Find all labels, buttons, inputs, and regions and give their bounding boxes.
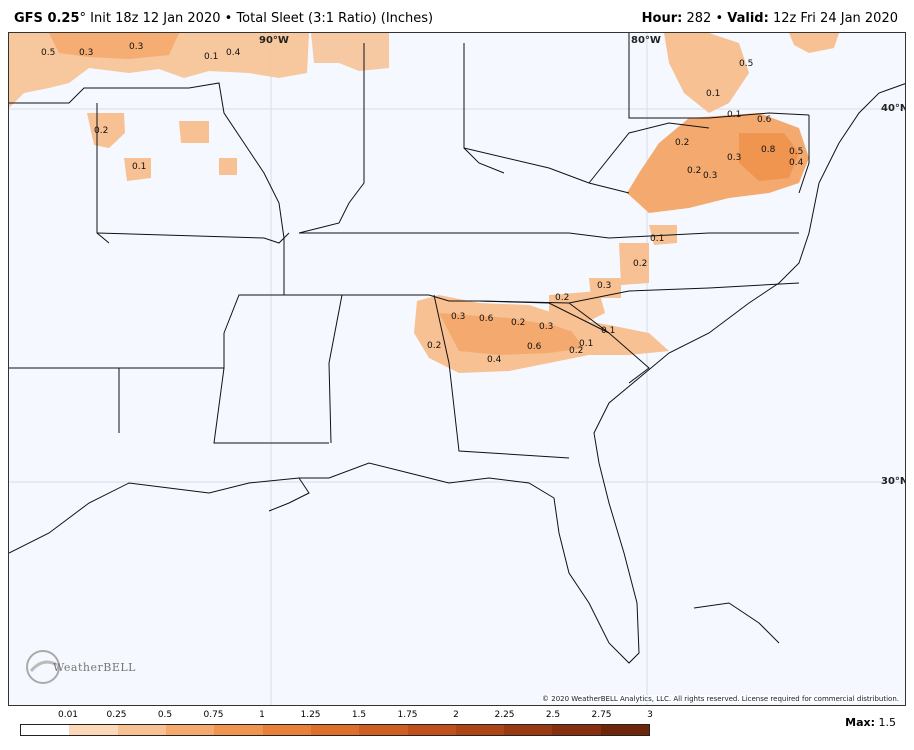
forecast-hour: 282 <box>686 11 712 26</box>
sleet-value-label: 0.3 <box>597 281 611 291</box>
product-name: Total Sleet (3:1 Ratio) (Inches) <box>236 11 434 26</box>
legend-tick: 1 <box>259 710 265 720</box>
header-valid: Hour: 282 • Valid: 12z Fri 24 Jan 2020 <box>641 11 898 26</box>
sleet-value-label: 0.3 <box>703 171 717 181</box>
header-title: GFS 0.25° Init 18z 12 Jan 2020 • Total S… <box>14 11 434 26</box>
sleet-value-label: 0.5 <box>739 59 753 69</box>
sleet-value-label: 0.2 <box>94 126 108 136</box>
legend-swatch <box>407 725 456 735</box>
legend-swatch <box>504 725 553 735</box>
legend-swatch <box>214 725 263 735</box>
sleet-value-label: 0.1 <box>601 326 615 336</box>
sleet-value-label: 0.5 <box>41 48 55 58</box>
legend-swatch <box>455 725 505 735</box>
sleet-value-label: 0.2 <box>427 341 441 351</box>
sleet-value-label: 0.2 <box>511 318 525 328</box>
sleet-value-label: 0.2 <box>687 166 701 176</box>
legend-swatch <box>262 725 311 735</box>
sleet-value-label: 0.1 <box>132 162 146 172</box>
legend-tick: 0.75 <box>203 710 224 720</box>
sleet-value-label: 0.3 <box>129 42 143 52</box>
header: GFS 0.25° Init 18z 12 Jan 2020 • Total S… <box>0 0 914 32</box>
legend-swatch <box>117 725 166 735</box>
sleet-value-label: 0.4 <box>789 158 804 168</box>
lat-label: 40°N <box>881 103 906 114</box>
legend-swatch <box>552 725 601 735</box>
max-value: Max: 1.5 <box>845 716 896 729</box>
sleet-value-label: 0.6 <box>757 115 772 125</box>
init-time: Init 18z 12 Jan 2020 <box>90 11 221 26</box>
legend-colorbar <box>20 724 650 736</box>
legend-tick: 0.5 <box>157 710 173 720</box>
legend-ticks: 0.01 0.25 0.5 0.75 1 1.25 1.5 1.75 2 2.25 2.5 2.75 3 <box>20 710 653 722</box>
logo-icon <box>26 650 60 684</box>
sleet-value-label: 0.1 <box>650 234 664 244</box>
sleet-value-label: 0.4 <box>226 48 241 58</box>
sleet-value-label: 0.2 <box>675 138 689 148</box>
sleet-value-label: 0.5 <box>789 147 803 157</box>
legend-swatch <box>69 725 118 735</box>
legend-tick: 1.5 <box>351 710 367 720</box>
sleet-value-label: 0.4 <box>487 355 502 365</box>
sleet-value-label: 0.1 <box>706 89 720 99</box>
sleet-value-label: 0.1 <box>204 52 218 62</box>
lon-label: 90°W <box>259 35 289 46</box>
legend-swatch <box>310 725 360 735</box>
sleet-value-label: 0.1 <box>727 110 741 120</box>
sleet-value-label: 0.6 <box>527 342 542 352</box>
sleet-value-label: 0.3 <box>79 48 93 58</box>
legend-swatch <box>359 725 408 735</box>
lat-label: 30°N <box>881 476 906 487</box>
sleet-value-label: 0.3 <box>451 312 465 322</box>
valid-time: 12z Fri 24 Jan 2020 <box>772 11 898 26</box>
legend-tick: 2.75 <box>591 710 612 720</box>
sleet-value-label: 0.2 <box>555 293 569 303</box>
legend-swatch <box>21 725 70 735</box>
value-labels: 0.5 0.30.30.1 0.40.20.10.50.10.1 0.60.20.30… <box>41 42 804 365</box>
weatherbell-logo: WeatherBELL <box>23 647 135 687</box>
lon-label: 80°W <box>631 35 661 46</box>
legend-tick: 0.01 <box>57 710 79 720</box>
legend-swatch <box>165 725 215 735</box>
sleet-value-label: 0.1 <box>579 339 593 349</box>
legend-tick: 3 <box>647 710 653 720</box>
legend-tick: 2 <box>453 710 459 720</box>
copyright-notice: © 2020 WeatherBELL Analytics, LLC. All r… <box>542 695 899 703</box>
map-canvas: 0.5 0.30.30.1 0.40.20.10.50.10.1 0.60.20.30… <box>9 33 905 705</box>
sleet-value-label: 0.2 <box>569 346 583 356</box>
legend-swatch <box>600 725 650 735</box>
coastline <box>9 83 905 664</box>
legend-tick: 2.25 <box>494 710 515 720</box>
sleet-value-label: 0.8 <box>761 145 776 155</box>
legend-tick: 0.25 <box>106 710 127 720</box>
legend-tick: 1.25 <box>300 710 321 720</box>
sleet-value-label: 0.3 <box>539 322 553 332</box>
sleet-value-label: 0.6 <box>479 314 494 324</box>
weather-map[interactable]: 0.5 0.3 0.3 0.1 0.4 0.2 0.1 0.5 0.1 0.1 0.6 0.2 0.3 0… <box>8 32 906 706</box>
model-name: GFS 0.25 <box>14 11 80 26</box>
sleet-value-label: 0.2 <box>633 259 647 269</box>
sleet-value-label: 0.3 <box>727 153 741 163</box>
legend-tick: 2.5 <box>545 710 561 720</box>
state-boundaries <box>9 33 810 459</box>
legend-tick: 1.75 <box>397 710 418 720</box>
sleet-shading <box>9 33 839 373</box>
